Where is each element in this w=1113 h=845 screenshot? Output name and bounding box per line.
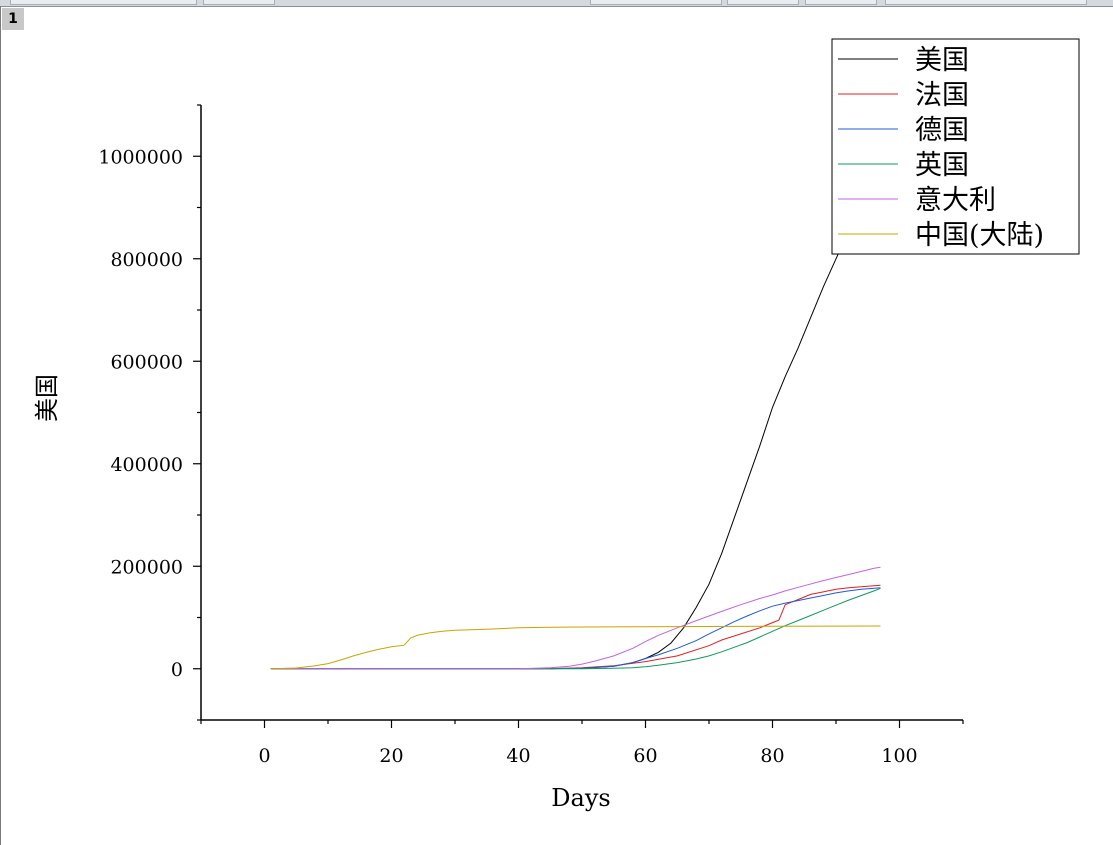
y-tick-label: 800000 — [110, 249, 183, 271]
top-toolbar-strip — [0, 0, 1113, 7]
y-tick-label: 400000 — [110, 454, 183, 476]
legend-label: 德国 — [915, 115, 969, 146]
toolbar-segment — [203, 0, 275, 5]
toolbar-segment — [885, 0, 1087, 5]
series-line — [270, 171, 881, 670]
axes-layer: 0 20 40 60 80 100 0 200000 400000 600000 800000 100… — [98, 104, 964, 767]
legend-frame — [831, 38, 1080, 255]
x-tick-label: 80 — [760, 745, 784, 767]
y-tick-label: 200000 — [110, 556, 183, 578]
layer-number-badge[interactable]: 1 — [2, 8, 24, 30]
legend-label: 意大利 — [915, 185, 996, 216]
legend-label: 法国 — [915, 80, 969, 111]
legend-label: 中国(大陆) — [915, 220, 1044, 251]
y-axis-title: 美国 — [33, 374, 61, 422]
y-tick-label: 600000 — [110, 351, 183, 373]
x-tick-label: 20 — [379, 745, 403, 767]
window-left-border — [0, 6, 1, 845]
series-line — [270, 587, 881, 670]
series-line — [270, 587, 881, 670]
x-tick-label: 100 — [881, 745, 917, 767]
toolbar-segment — [10, 0, 197, 5]
x-tick-label: 40 — [506, 745, 530, 767]
toolbar-segment — [805, 0, 877, 5]
series-line — [270, 566, 881, 670]
toolbar-segment — [590, 0, 722, 5]
legend-label: 美国 — [915, 45, 969, 76]
series-line — [270, 625, 881, 670]
legend-label: 英国 — [915, 150, 969, 181]
series-layer — [270, 171, 881, 670]
y-tick-label: 1000000 — [98, 146, 183, 168]
toolbar-segment — [727, 0, 799, 5]
x-tick-label: 60 — [633, 745, 657, 767]
x-tick-label: 0 — [258, 745, 270, 767]
x-axis-title: Days — [551, 784, 610, 812]
y-tick-label: 0 — [171, 659, 183, 681]
